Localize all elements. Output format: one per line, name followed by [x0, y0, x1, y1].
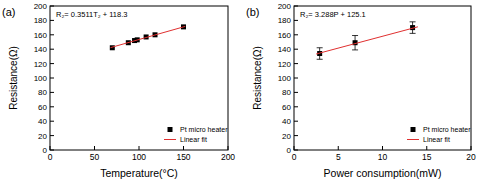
plot-frame: [50, 6, 228, 150]
x-tick: [471, 146, 472, 150]
x-tick: [294, 146, 295, 150]
x-tick: [94, 146, 95, 150]
x-tick: [338, 146, 339, 150]
figure: 050100150200020406080100120140160180200T…: [0, 0, 483, 189]
y-tick-label: 180: [34, 16, 48, 25]
y-tick-label: 200: [34, 2, 48, 11]
y-tick-label: 160: [278, 31, 292, 40]
y-tick: [50, 34, 54, 35]
x-tick: [183, 146, 184, 150]
y-tick-label: 120: [278, 60, 292, 69]
panel-label: (b): [246, 6, 259, 18]
equation: R₂= 3.288P + 125.1: [300, 10, 366, 19]
x-tick-label: 200: [221, 152, 235, 162]
y-tick-label: 180: [278, 16, 292, 25]
panel-label: (a): [2, 6, 15, 18]
y-tick-label: 140: [34, 45, 48, 54]
fit-line: [316, 27, 418, 54]
x-tick-label: 150: [176, 152, 190, 162]
y-tick: [50, 92, 54, 93]
x-tick-label: 5: [336, 152, 341, 162]
y-axis-label: Resistance(Ω): [8, 46, 19, 110]
legend-swatch: [407, 139, 419, 140]
y-tick: [50, 49, 54, 50]
x-tick-label: 50: [90, 152, 100, 162]
y-tick: [294, 6, 298, 7]
y-tick-label: 100: [34, 74, 48, 83]
x-tick-label: 15: [422, 152, 432, 162]
y-tick-label: 0: [287, 146, 292, 155]
y-tick: [50, 20, 54, 21]
x-tick: [50, 146, 51, 150]
y-tick: [294, 49, 298, 50]
y-tick-label: 60: [282, 103, 291, 112]
y-tick-label: 140: [278, 45, 292, 54]
y-tick-label: 80: [38, 88, 47, 97]
y-tick-label: 20: [282, 132, 291, 141]
x-axis-label: Power consumption(mW): [324, 167, 442, 179]
x-tick-label: 10: [378, 152, 388, 162]
y-tick-label: 100: [278, 74, 292, 83]
panel: 05101520020406080100120140160180200Power…: [246, 2, 476, 179]
y-tick-label: 20: [38, 132, 47, 141]
y-tick-label: 160: [34, 31, 48, 40]
data-point: [110, 45, 115, 50]
y-tick: [294, 106, 298, 107]
legend-swatch: [168, 127, 173, 132]
panel: 0 50 100 150 200 0 20 40 60 80 100 120 140 160 180 200 T…: [2, 2, 235, 179]
y-tick: [294, 150, 298, 151]
x-tick: [139, 146, 140, 150]
legend-swatch: [164, 139, 176, 140]
x-tick-label: 0: [48, 152, 53, 162]
y-tick: [50, 135, 54, 136]
y-tick: [294, 20, 298, 21]
legend-label: Linear fit: [423, 136, 450, 143]
data-area: [316, 22, 418, 59]
y-tick: [294, 121, 298, 122]
y-tick: [50, 106, 54, 107]
x-tick-label: 100: [132, 152, 146, 162]
x-tick: [426, 146, 427, 150]
y-axis-label: Resistance(Ω): [252, 46, 263, 110]
y-tick: [50, 150, 54, 151]
y-tick: [50, 63, 54, 64]
data-area: [110, 24, 186, 50]
legend-swatch: [411, 127, 416, 132]
x-tick: [228, 146, 229, 150]
y-tick: [50, 6, 54, 7]
y-tick: [294, 34, 298, 35]
fit-line: [111, 26, 186, 47]
legend-label: Pt micro heater: [423, 126, 471, 133]
legend-label: Pt micro heater: [180, 126, 228, 133]
y-tick-label: 80: [282, 88, 291, 97]
equation: R₂= 0.3511T₂ + 118.3: [56, 10, 127, 19]
y-tick-label: 60: [38, 103, 47, 112]
y-tick: [50, 121, 54, 122]
legend-label: Linear fit: [180, 136, 207, 143]
y-tick: [50, 78, 54, 79]
x-axis-label: Temperature(°C): [100, 167, 178, 179]
y-tick: [294, 78, 298, 79]
x-tick: [382, 146, 383, 150]
y-tick: [294, 92, 298, 93]
y-tick-label: 40: [38, 117, 47, 126]
y-tick-label: 0: [43, 146, 48, 155]
x-tick-label: 0: [292, 152, 297, 162]
y-tick-label: 200: [278, 2, 292, 11]
y-tick: [294, 63, 298, 64]
x-tick-label: 20: [466, 152, 476, 162]
y-tick-label: 120: [34, 60, 48, 69]
plot-frame: [294, 6, 471, 150]
y-tick-label: 40: [282, 117, 291, 126]
y-tick: [294, 135, 298, 136]
